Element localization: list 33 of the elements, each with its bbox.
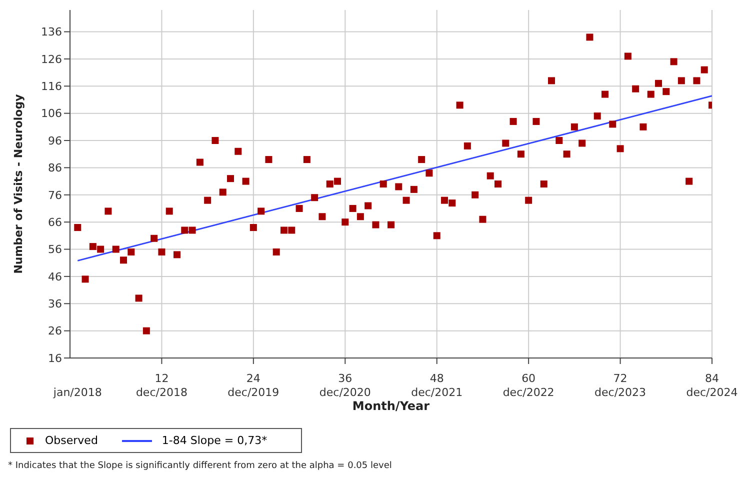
y-tick-label: 86 — [48, 162, 62, 175]
x2-tick-label: jan/2018 — [52, 386, 102, 399]
y-tick-label: 106 — [41, 107, 62, 120]
text: * Indicates that the Slope is significantly different from zero at the alpha = 0.05 level — [8, 461, 393, 471]
y-tick-label: 56 — [48, 243, 62, 256]
y-tick-label: 126 — [41, 52, 62, 66]
y-tick-label: 36 — [48, 298, 62, 311]
y-tick-label: 96 — [48, 134, 62, 148]
y-tick-label: 66 — [48, 216, 62, 229]
y-axis-title: Number of Visits - Neurology — [12, 94, 25, 274]
y-tick-label: 136 — [41, 26, 62, 39]
x-tick-label: 12 — [154, 372, 169, 385]
y-tick-label: 16 — [48, 352, 62, 365]
x-tick-label: 60 — [522, 372, 536, 385]
x2-tick-label: dec/2022 — [502, 386, 554, 399]
x-tick-label: 84 — [705, 372, 719, 385]
x2-tick-label: dec/2018 — [136, 386, 188, 399]
x2-tick-label: dec/2020 — [319, 386, 371, 399]
x-tick-label: 24 — [246, 372, 260, 385]
y-tick-label: 46 — [48, 270, 62, 284]
x2-tick-label: dec/2021 — [411, 386, 463, 399]
x-tick-label: 72 — [613, 372, 628, 385]
x-tick-label: 36 — [338, 372, 352, 385]
x-tick-label: 48 — [430, 372, 444, 385]
x2-tick-label: dec/2019 — [228, 386, 280, 399]
x-axis-title: Month/Year — [352, 399, 430, 413]
y-tick-label: 76 — [48, 188, 62, 202]
y-tick-label: 26 — [48, 324, 62, 338]
x2-tick-label: dec/2024 — [686, 386, 738, 399]
y-tick-label: 116 — [41, 80, 62, 94]
x2-tick-label: dec/2023 — [594, 386, 646, 399]
legend-label: Observed — [45, 434, 98, 447]
legend-label: 1-84 Slope = 0,73* — [162, 434, 268, 447]
